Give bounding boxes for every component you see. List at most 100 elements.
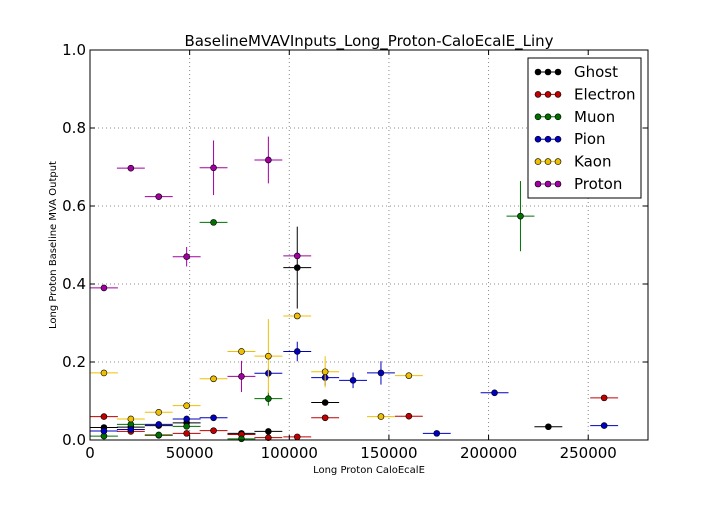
legend-marker [554,68,562,76]
data-point [293,252,301,260]
data-point [210,414,217,422]
legend: Ghost Electron Muon Pion Kaon Proton [527,57,642,199]
data-point [210,164,217,172]
data-point [265,395,272,402]
data-point [265,428,272,435]
data-point [100,369,108,377]
data-point [600,394,608,402]
series-kaon [90,312,423,423]
data-point [183,253,190,261]
data-point [100,413,108,420]
data-point [377,369,385,377]
data-point [183,415,190,423]
y-axis-label: Long Proton Baseline MVA Output [48,161,59,329]
x-tick-label: 50000 [166,444,214,462]
y-tick-label: 0.2 [62,353,86,371]
chart-title: BaselineMVAVInputs_Long_Proton-CaloEcalE… [184,32,553,51]
data-point [293,433,301,441]
plot-frame [89,49,649,441]
data-point [491,389,498,397]
legend-entry: Ghost [534,63,618,81]
data-point [265,434,272,441]
data-point [183,402,190,409]
data-point [183,430,190,437]
legend-entry: Electron [534,85,636,103]
data-point [210,427,217,434]
data-point [210,219,217,226]
x-tick-label: 0 [85,444,95,462]
legend-label: Electron [574,85,636,103]
legend-marker [534,135,542,143]
data-point [127,426,135,433]
data-point [321,414,329,422]
series-pion [90,341,619,437]
legend-label: Kaon [574,153,611,171]
data-point [405,412,413,420]
data-point [155,409,163,416]
data-point [100,284,108,292]
x-tick-label: 250000 [560,444,617,462]
x-tick-label: 200000 [460,444,517,462]
data-point [321,368,329,376]
data-point [127,415,135,423]
data-point [377,413,385,420]
legend-marker [554,113,562,121]
legend-marker [544,180,552,188]
legend-label: Proton [574,175,622,193]
data-point [155,431,163,439]
data-point [293,312,301,320]
y-tick-label: 0.6 [62,197,86,215]
legend-marker [554,135,562,143]
legend-marker [554,158,562,165]
data-point [321,399,329,406]
data-point [155,421,163,428]
data-layer [90,136,619,443]
data-point [600,422,608,429]
data-point [238,348,245,355]
data-point [238,373,245,380]
data-point [265,352,272,360]
y-tick-label: 0.4 [62,275,86,293]
legend-marker [534,158,542,165]
legend-marker [534,113,542,121]
legend-marker [534,68,542,76]
legend-marker [534,91,542,98]
data-point [433,430,441,437]
y-tick-label: 0.0 [62,431,86,449]
legend-entry: Pion [534,130,606,148]
data-point [293,348,301,355]
legend-marker [554,91,562,98]
legend-marker [544,113,552,121]
legend-entry: Kaon [534,153,611,171]
data-point [517,212,524,220]
legend-entry: Muon [534,108,615,126]
data-point [210,375,217,383]
data-point [183,423,190,430]
legend-marker [544,158,552,165]
legend-marker [544,91,552,98]
legend-marker [554,180,562,188]
data-point [155,193,163,200]
legend-label: Ghost [574,63,618,81]
legend-marker [544,68,552,76]
series-muon [90,181,535,443]
data-point [100,427,108,435]
data-point [349,377,357,384]
legend-label: Muon [574,108,615,126]
legend-marker [544,135,552,143]
data-point [127,164,135,172]
y-tick-label: 1.0 [62,41,86,59]
data-point [545,423,552,431]
legend-label: Pion [574,130,606,148]
data-point [265,156,272,164]
legend-marker [534,180,542,188]
legend-box [527,57,642,199]
x-axis-label: Long Proton CaloEcalE [313,465,425,476]
series-proton [90,136,312,393]
x-tick-label: 150000 [360,444,417,462]
data-point [405,372,413,379]
data-point [293,264,301,271]
data-point [238,435,245,443]
